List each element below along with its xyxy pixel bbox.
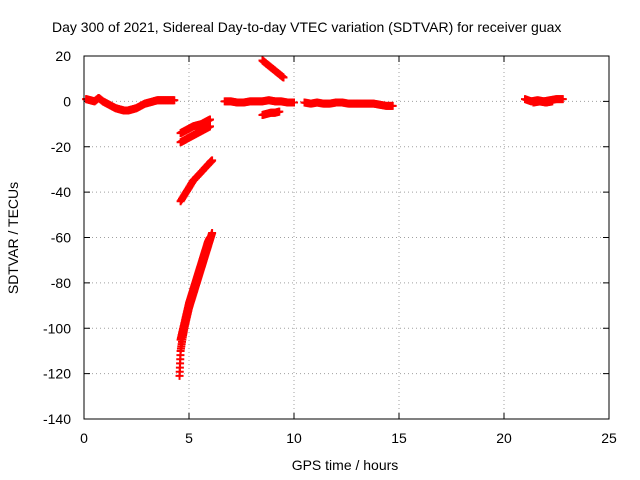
y-tick-label: -100 bbox=[43, 320, 71, 336]
series-arc-12 bbox=[529, 97, 556, 106]
data-points bbox=[82, 57, 567, 380]
plot-frame bbox=[84, 56, 609, 419]
x-tick-label: 0 bbox=[80, 430, 88, 446]
y-tick-label: 0 bbox=[63, 93, 71, 109]
y-tick-label: -60 bbox=[51, 230, 71, 246]
series-arc-1 bbox=[82, 94, 178, 114]
series-arc-5 bbox=[176, 229, 217, 380]
x-axis-label: GPS time / hours bbox=[292, 457, 399, 473]
series-arc-8 bbox=[259, 57, 288, 82]
chart-title: Day 300 of 2021, Sidereal Day-to-day VTE… bbox=[52, 19, 561, 35]
y-tick-label: -80 bbox=[51, 275, 71, 291]
y-tick-label: -140 bbox=[43, 411, 71, 427]
series-arc-7 bbox=[221, 96, 298, 106]
series-arc-9 bbox=[259, 108, 284, 119]
x-tick-label: 20 bbox=[496, 430, 512, 446]
y-tick-label: -40 bbox=[51, 184, 71, 200]
x-tick-label: 10 bbox=[286, 430, 302, 446]
grid-layer bbox=[84, 56, 609, 419]
x-tick-label: 15 bbox=[391, 430, 407, 446]
x-tick-label: 5 bbox=[185, 430, 193, 446]
y-tick-label: -120 bbox=[43, 366, 71, 382]
series-arc-4 bbox=[177, 156, 217, 205]
series-arc-10 bbox=[301, 99, 397, 110]
y-axis-label: SDTVAR / TECUs bbox=[5, 182, 21, 294]
x-tick-label: 25 bbox=[601, 430, 617, 446]
y-tick-label: 20 bbox=[55, 48, 71, 64]
y-tick-label: -20 bbox=[51, 139, 71, 155]
chart: Day 300 of 2021, Sidereal Day-to-day VTE… bbox=[0, 0, 640, 480]
series-arc-6 bbox=[177, 234, 214, 344]
